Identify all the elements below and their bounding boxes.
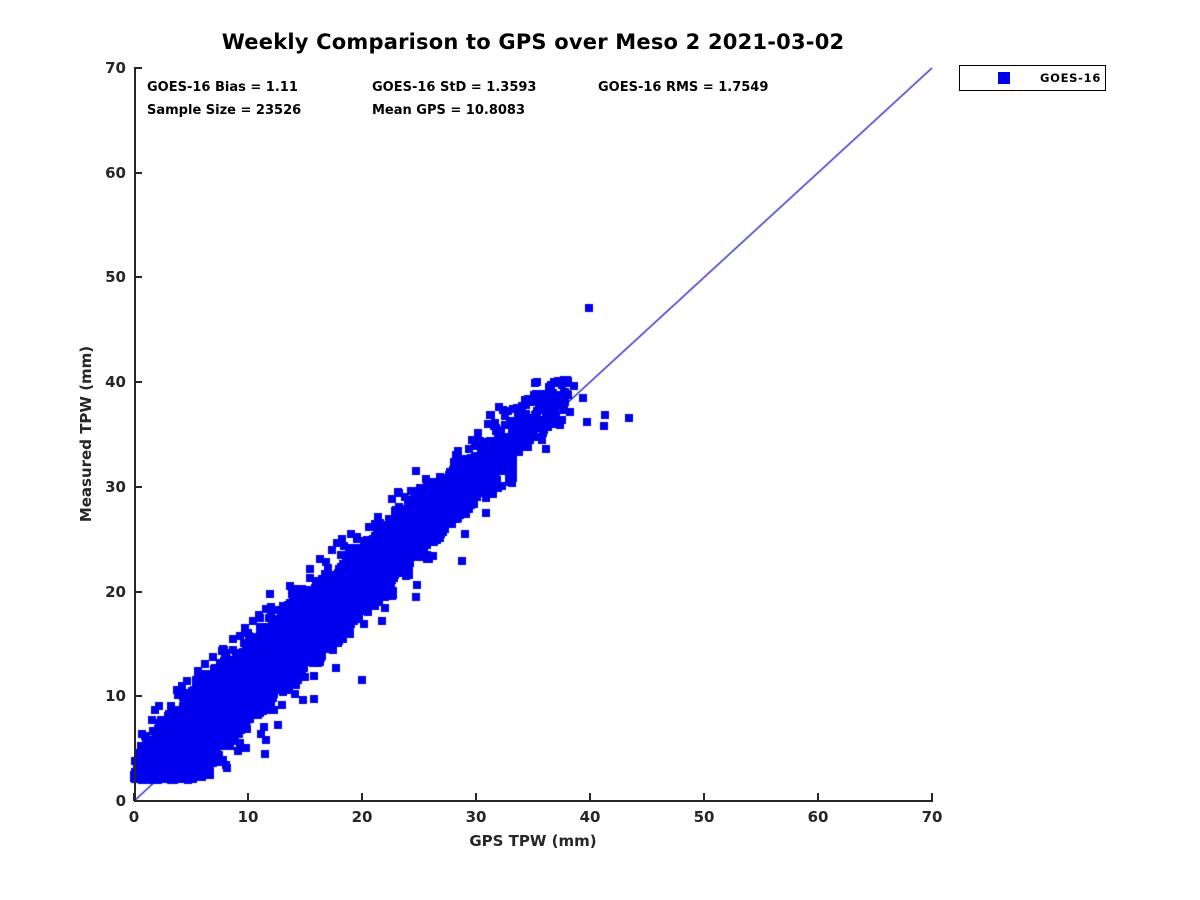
y-tick-label: 70 [105, 59, 126, 77]
x-tick-mark [475, 793, 477, 801]
legend-marker-square-icon [998, 72, 1010, 84]
stat-mean-gps: Mean GPS = 10.8083 [372, 103, 526, 118]
y-tick-mark [134, 695, 142, 698]
x-tick-mark [133, 793, 135, 801]
stat-std: GOES-16 StD = 1.3593 [372, 80, 537, 95]
x-tick-label: 30 [465, 808, 487, 826]
x-tick-mark [589, 793, 591, 801]
x-tick-mark [703, 793, 705, 801]
stat-bias: GOES-16 Bias = 1.11 [147, 80, 298, 95]
y-tick-mark [134, 800, 142, 802]
y-tick-mark [134, 590, 142, 593]
x-axis-label: GPS TPW (mm) [469, 832, 597, 850]
x-tick-mark [931, 793, 933, 801]
legend-entry-label: GOES-16 [1040, 71, 1102, 85]
y-tick-label: 20 [105, 582, 126, 601]
x-tick-label: 0 [128, 808, 140, 826]
x-tick-mark [247, 793, 249, 801]
y-tick-mark [134, 485, 142, 488]
y-tick-label: 50 [105, 268, 126, 287]
x-tick-label: 50 [693, 808, 715, 826]
y-tick-mark [134, 171, 142, 174]
y-tick-label: 40 [105, 373, 126, 392]
x-tick-label: 40 [579, 808, 601, 826]
stat-rms: GOES-16 RMS = 1.7549 [598, 80, 769, 95]
y-tick-mark [134, 276, 142, 279]
y-tick-label: 10 [105, 687, 126, 706]
y-axis-spine [134, 67, 136, 802]
y-tick-mark [134, 67, 142, 69]
y-axis-label: Measured TPW (mm) [77, 345, 95, 523]
x-tick-mark [361, 793, 363, 801]
y-tick-label: 60 [105, 163, 126, 182]
stat-sample-size: Sample Size = 23526 [147, 103, 302, 118]
x-axis-spine [134, 800, 933, 802]
y-tick-label: 30 [105, 477, 126, 496]
y-tick-mark [134, 381, 142, 384]
x-tick-label: 10 [237, 808, 259, 826]
y-tick-label: 0 [115, 792, 126, 810]
x-tick-label: 60 [807, 808, 829, 826]
chart-title: Weekly Comparison to GPS over Meso 2 202… [221, 30, 845, 54]
x-tick-mark [817, 793, 819, 801]
legend: GOES-16 [959, 65, 1106, 91]
x-tick-label: 20 [351, 808, 373, 826]
x-tick-label: 70 [921, 808, 943, 826]
